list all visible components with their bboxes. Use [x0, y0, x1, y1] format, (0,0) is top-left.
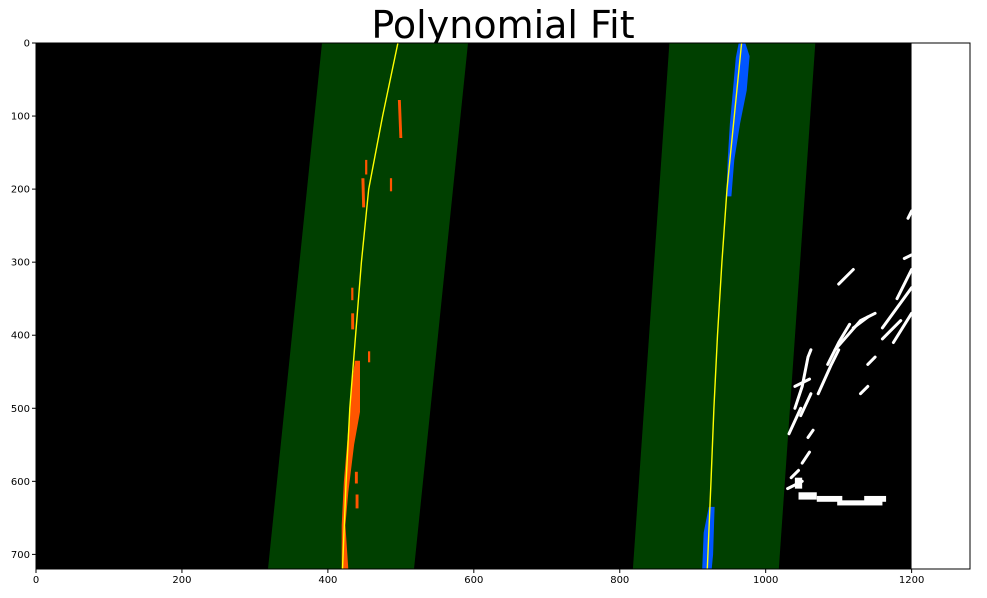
image-content: [36, 43, 912, 569]
left-blob-6: [351, 313, 355, 330]
y-tick-label: 200: [11, 185, 30, 196]
other-pixel-stroke-1: [793, 348, 813, 410]
y-tick-label: 100: [11, 112, 30, 123]
left-window: [268, 43, 468, 569]
other-pixel-stroke-15: [866, 355, 877, 366]
other-pixel-stroke-10: [880, 319, 903, 341]
left-blob-3: [361, 178, 366, 208]
other-pixel-stroke-6: [793, 377, 811, 388]
other-pixel-stroke-5: [826, 322, 852, 366]
plot-area: [36, 43, 912, 569]
left-blob-8: [354, 471, 358, 484]
left-blob-2: [365, 159, 368, 175]
left-blob-1: [397, 100, 403, 138]
x-tick-label: 200: [172, 575, 191, 586]
other-pixel-stroke-17: [800, 450, 811, 465]
other-pixel-stroke-14: [851, 315, 870, 330]
x-tick-label: 1000: [753, 575, 778, 586]
right-fit: [706, 43, 743, 569]
other-pixel-stroke-21: [906, 209, 912, 220]
other-pixel-block-4: [837, 500, 883, 506]
x-tick-label: 1200: [899, 575, 924, 586]
left-blob-7: [368, 351, 371, 363]
other-pixel-stroke-18: [789, 468, 800, 480]
other-pixel-stroke-12: [902, 253, 912, 260]
other-pixel-stroke-7: [833, 311, 877, 352]
x-tick-label: 400: [318, 575, 337, 586]
other-pixel-stroke-2: [787, 406, 803, 436]
other-pixel-stroke-16: [859, 384, 870, 396]
other-pixel-stroke-4: [816, 348, 841, 396]
other-pixel-block-3: [816, 495, 843, 502]
left-main: [341, 360, 360, 569]
left-fit: [341, 43, 399, 569]
y-tick-label: 0: [24, 39, 30, 50]
axes: 0 200 400 600 800 1000 1200 0 100 200 300 400 500 600…: [11, 39, 971, 586]
other-pixel-block-2: [798, 492, 817, 500]
other-pixel-stroke-9: [880, 286, 912, 330]
other-pixel-stroke-8: [837, 268, 855, 286]
other-pixel-stroke-13: [891, 311, 912, 344]
x-tick-label: 600: [464, 575, 483, 586]
left-blob-5: [351, 287, 354, 301]
left-blob-4: [389, 178, 393, 192]
other-pixel-block-1: [794, 477, 803, 489]
y-tick-label: 600: [11, 477, 30, 488]
left-blob-9: [355, 494, 359, 509]
right-upper: [726, 43, 750, 197]
y-tick-label: 700: [11, 550, 30, 561]
y-tick-label: 300: [11, 258, 30, 269]
chart-title: Polynomial Fit: [371, 3, 634, 47]
x-tick-label: 800: [610, 575, 629, 586]
other-pixel-block-5: [864, 495, 887, 502]
right-window: [632, 43, 816, 569]
other-pixel-stroke-19: [806, 428, 815, 439]
x-tick-label: 0: [33, 575, 39, 586]
axes-frame: [35, 42, 971, 570]
y-tick-label: 400: [11, 331, 30, 342]
other-pixel-stroke-11: [895, 268, 912, 301]
y-tick-label: 500: [11, 404, 30, 415]
other-pixel-stroke-3: [799, 392, 813, 418]
